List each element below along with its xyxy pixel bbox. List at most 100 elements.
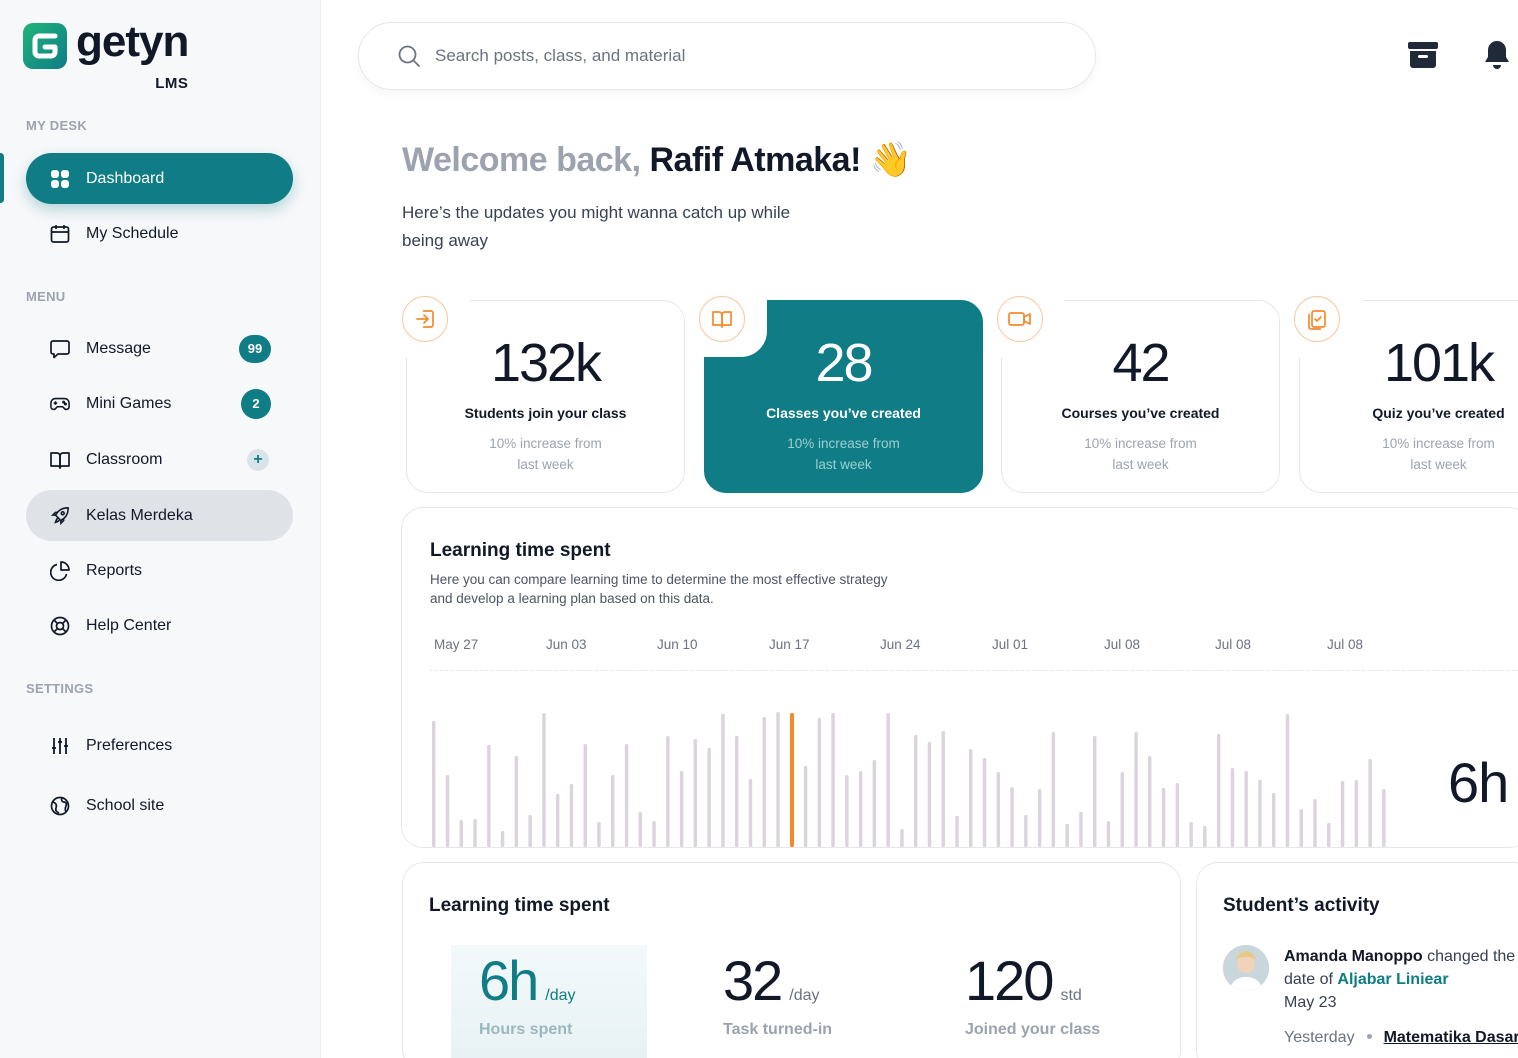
chart-bar[interactable]: [1272, 793, 1276, 847]
chart-bar[interactable]: [514, 756, 519, 847]
sidebar-item-mini-games[interactable]: Mini Games 2: [26, 378, 293, 429]
chart-bar[interactable]: [1258, 780, 1262, 847]
sidebar-item-message[interactable]: Message 99: [26, 323, 293, 374]
chart-bar[interactable]: [845, 775, 849, 847]
chart-bar[interactable]: [445, 775, 450, 847]
chart-bar[interactable]: [487, 745, 491, 847]
add-classroom-button[interactable]: +: [247, 448, 269, 471]
chart-bar[interactable]: [500, 831, 505, 847]
chart-bar[interactable]: [1313, 799, 1317, 847]
sidebar-item-kelas-merdeka[interactable]: Kelas Merdeka: [26, 490, 293, 541]
chart-bar[interactable]: [1327, 823, 1331, 847]
chart-bar[interactable]: [1065, 824, 1069, 847]
chart-bar[interactable]: [569, 784, 574, 847]
chart-bar[interactable]: [734, 736, 739, 847]
chart-bar[interactable]: [776, 712, 780, 847]
chart-bar[interactable]: [597, 822, 601, 847]
chart-bar[interactable]: [1189, 822, 1193, 847]
search-input[interactable]: [435, 46, 995, 66]
chart-bar[interactable]: [611, 775, 615, 847]
chart-bar[interactable]: [803, 766, 808, 847]
chart-bar[interactable]: [1382, 789, 1386, 847]
stat-note: 10% increase from last week: [1084, 436, 1197, 472]
chart-bar[interactable]: [583, 744, 588, 847]
chart-bar[interactable]: [858, 771, 863, 847]
chart-bar[interactable]: [1051, 732, 1056, 847]
chart-bar[interactable]: [1024, 815, 1028, 847]
sidebar-item-label: Mini Games: [86, 394, 172, 412]
chart-bar[interactable]: [1120, 772, 1125, 847]
activity-description: Amanda Manoppo changed the delivery date…: [1284, 945, 1518, 1014]
chart-bar[interactable]: [1230, 768, 1235, 847]
chart-bar[interactable]: [1299, 809, 1304, 847]
sidebar-item-label: Classroom: [86, 450, 163, 468]
stat-card-courses[interactable]: 42 Courses you’ve created 10% increase f…: [998, 297, 1280, 493]
activity-person[interactable]: Amanda Manoppo: [1284, 948, 1423, 965]
chart-bar[interactable]: [432, 721, 436, 847]
chart-bar[interactable]: [1175, 783, 1180, 847]
chart-bar[interactable]: [666, 736, 670, 847]
chart-bar[interactable]: [1161, 788, 1166, 847]
avatar[interactable]: [1223, 945, 1269, 991]
chart-bar[interactable]: [1079, 812, 1083, 847]
chart-bar[interactable]: [693, 739, 698, 847]
chart-bar[interactable]: [473, 819, 477, 847]
chart-bar[interactable]: [969, 749, 973, 847]
chart-bar[interactable]: [1106, 821, 1111, 847]
chart-bar[interactable]: [1010, 787, 1014, 847]
chart-bar[interactable]: [1134, 732, 1138, 847]
chart-bar[interactable]: [1093, 736, 1097, 847]
waving-hand-icon: 👋: [869, 141, 912, 179]
chart-bar[interactable]: [762, 717, 767, 847]
chart-bar[interactable]: [679, 771, 684, 847]
chart-bar[interactable]: [1368, 759, 1372, 847]
stat-card-classes[interactable]: 28 Classes you’ve created 10% increase f…: [701, 297, 983, 493]
chart-bar[interactable]: [1037, 789, 1042, 847]
sidebar-item-my-schedule[interactable]: My Schedule: [26, 208, 293, 259]
chart-bar[interactable]: [996, 772, 1001, 847]
sidebar-item-dashboard[interactable]: Dashboard: [26, 153, 293, 204]
clipboard-icon: [1294, 296, 1340, 342]
chart-bar[interactable]: [955, 816, 959, 847]
sidebar-item-reports[interactable]: Reports: [26, 545, 293, 596]
chart-bar[interactable]: [652, 821, 656, 847]
chart-bar[interactable]: [624, 744, 629, 847]
stat-card-students[interactable]: 132k Students join your class 10% increa…: [403, 297, 685, 493]
chart-bar[interactable]: [927, 742, 932, 847]
chart-bar[interactable]: [542, 713, 546, 847]
chart-bar[interactable]: [900, 829, 904, 847]
sidebar-item-classroom[interactable]: Classroom +: [26, 434, 293, 485]
chart-bar[interactable]: [1216, 734, 1221, 847]
sidebar-item-preferences[interactable]: Preferences: [26, 720, 293, 771]
bell-icon[interactable]: [1480, 38, 1514, 72]
chart-bar[interactable]: [817, 718, 822, 847]
chart-bar[interactable]: [913, 735, 918, 847]
chart-bar[interactable]: [982, 758, 987, 847]
archive-icon[interactable]: [1406, 38, 1440, 72]
chart-bar[interactable]: [638, 812, 643, 847]
activity-target-link[interactable]: Aljabar Liniear: [1337, 971, 1449, 988]
chart-bar[interactable]: [1340, 781, 1345, 847]
search-bar[interactable]: [358, 22, 1096, 90]
chart-bar-highlighted[interactable]: [790, 713, 794, 847]
sidebar-item-school-site[interactable]: School site: [26, 780, 293, 831]
chart-bar[interactable]: [872, 760, 877, 847]
chart-bar[interactable]: [886, 713, 890, 847]
chart-bar[interactable]: [831, 713, 835, 847]
sidebar-item-help-center[interactable]: Help Center: [26, 600, 293, 651]
brand-sub: LMS: [155, 75, 189, 92]
chart-bar[interactable]: [1148, 756, 1152, 847]
activity-course-link[interactable]: Matematika Dasar: [1383, 1029, 1518, 1046]
chart-bar[interactable]: [721, 714, 725, 847]
chart-bar[interactable]: [1354, 780, 1359, 847]
chart-bar[interactable]: [555, 794, 560, 847]
chart-bar[interactable]: [941, 731, 946, 847]
chart-bar[interactable]: [528, 815, 532, 847]
chart-bar[interactable]: [1285, 714, 1290, 847]
chart-bar[interactable]: [707, 748, 711, 847]
logo[interactable]: getyn LMS: [22, 20, 189, 92]
chart-bar[interactable]: [748, 779, 753, 847]
chart-bar[interactable]: [1244, 771, 1248, 847]
chart-bar[interactable]: [459, 820, 464, 847]
chart-bar[interactable]: [1203, 826, 1207, 847]
